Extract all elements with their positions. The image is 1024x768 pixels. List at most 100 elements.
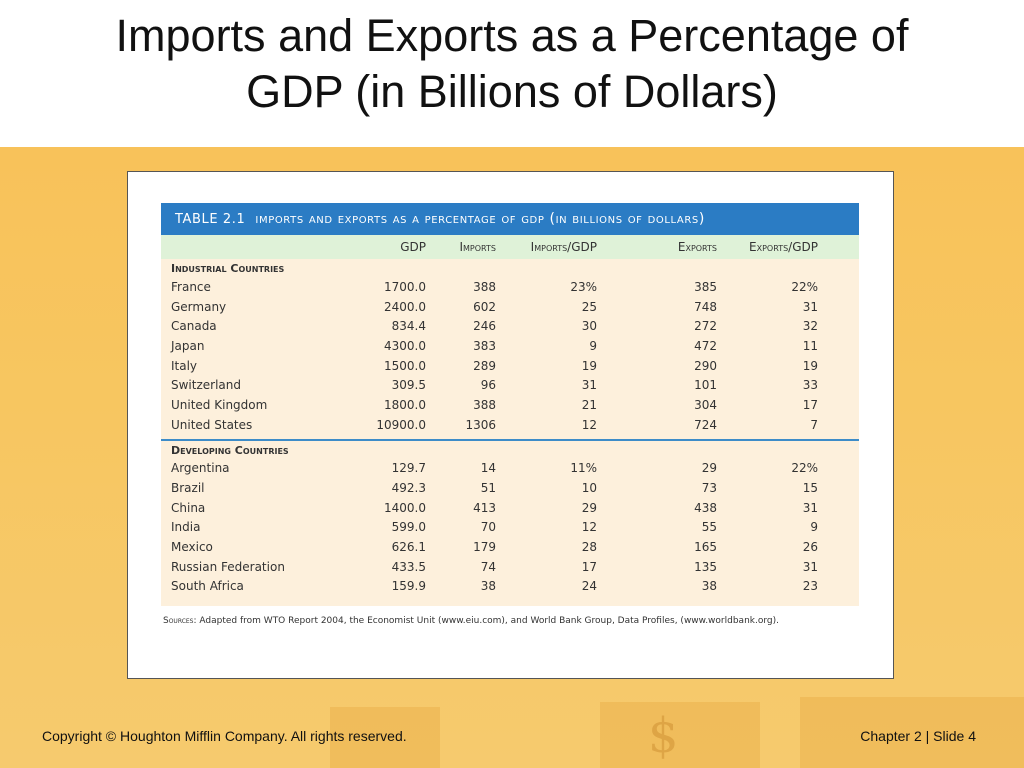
value-cell: 29	[581, 500, 597, 515]
value-cell: 492.3	[391, 481, 426, 496]
value-cell: 55	[701, 520, 717, 535]
column-header-exports-gdp: Exports/GDP	[749, 240, 818, 254]
table-sources: Sources: Adapted from WTO Report 2004, t…	[161, 606, 859, 626]
value-cell: 290	[694, 358, 717, 373]
value-cell: 626.1	[391, 540, 426, 555]
sources-text: Adapted from WTO Report 2004, the Econom…	[199, 616, 779, 627]
country-cell: Switzerland	[171, 378, 241, 393]
value-cell: 31	[802, 299, 818, 314]
country-cell: Brazil	[171, 481, 205, 496]
country-cell: India	[171, 520, 201, 535]
column-header-exports: Exports	[677, 240, 717, 254]
table-row: Japan 4300.0 383 9 472 11	[161, 336, 859, 356]
value-cell: 22%	[791, 461, 818, 476]
table-caption: TABLE 2.1 Imports and Exports as a Percen…	[161, 203, 859, 235]
table-caption-text: Imports and Exports as a Percentage of G…	[255, 211, 705, 227]
section-heading: Industrial Countries	[171, 262, 285, 275]
value-cell: 31	[581, 378, 597, 393]
value-cell: 14	[480, 461, 496, 476]
table-row: Mexico 626.1 179 28 165 26	[161, 537, 859, 557]
value-cell: 179	[473, 540, 496, 555]
value-cell: 385	[694, 279, 717, 294]
value-cell: 74	[480, 559, 496, 574]
value-cell: 23%	[570, 279, 597, 294]
value-cell: 73	[701, 481, 717, 496]
table-frame: TABLE 2.1 Imports and Exports as a Percen…	[127, 171, 894, 679]
country-cell: Russian Federation	[171, 559, 285, 574]
value-cell: 383	[473, 338, 496, 353]
country-cell: China	[171, 500, 206, 515]
value-cell: 33	[802, 378, 818, 393]
table-number: TABLE 2.1	[175, 212, 246, 227]
value-cell: 11	[802, 338, 818, 353]
table-row: Brazil 492.3 51 10 73 15	[161, 478, 859, 498]
value-cell: 129.7	[391, 461, 426, 476]
data-table: TABLE 2.1 Imports and Exports as a Percen…	[161, 203, 859, 626]
table-row: Argentina 129.7 14 11% 29 22%	[161, 459, 859, 479]
value-cell: 19	[802, 358, 818, 373]
value-cell: 10	[581, 481, 597, 496]
column-header-imports: Imports	[459, 240, 496, 254]
value-cell: 272	[694, 319, 717, 334]
value-cell: 24	[581, 579, 597, 594]
value-cell: 4300.0	[384, 338, 426, 353]
table-row: France 1700.0 388 23% 385 22%	[161, 277, 859, 297]
table-row: United Kingdom 1800.0 388 21 304 17	[161, 395, 859, 415]
value-cell: 159.9	[391, 579, 426, 594]
country-cell: Canada	[171, 319, 217, 334]
section-heading: Developing Countries	[171, 443, 289, 457]
value-cell: 1500.0	[384, 358, 426, 373]
value-cell: 433.5	[391, 559, 426, 574]
value-cell: 9	[589, 338, 597, 353]
value-cell: 1800.0	[384, 397, 426, 412]
section-divider	[161, 438, 859, 441]
table-row: Russian Federation 433.5 74 17 135 31	[161, 557, 859, 577]
country-cell: France	[171, 279, 211, 294]
table-row: United States 10900.0 1306 12 724 7	[161, 415, 859, 435]
decor-block	[330, 707, 440, 768]
value-cell: 165	[694, 540, 717, 555]
table-row: Switzerland 309.5 96 31 101 33	[161, 375, 859, 395]
value-cell: 309.5	[391, 378, 426, 393]
value-cell: 28	[581, 540, 597, 555]
value-cell: 388	[473, 279, 496, 294]
country-cell: United States	[171, 417, 253, 432]
value-cell: 25	[581, 299, 597, 314]
table-body: Industrial Countries France 1700.0 388 23% 38…	[161, 259, 859, 607]
value-cell: 1306	[465, 417, 496, 432]
value-cell: 834.4	[391, 319, 426, 334]
value-cell: 724	[694, 417, 717, 432]
value-cell: 12	[581, 417, 597, 432]
value-cell: 30	[581, 319, 597, 334]
table-row: Germany 2400.0 602 25 748 31	[161, 297, 859, 317]
value-cell: 246	[473, 319, 496, 334]
slide-title-line-1: Imports and Exports as a Percentage of	[115, 10, 909, 61]
table-row: China 1400.0 413 29 438 31	[161, 498, 859, 518]
table-row: Canada 834.4 246 30 272 32	[161, 316, 859, 336]
dollar-sign-decor: $	[648, 708, 679, 764]
copyright-footer: Copyright © Houghton Mifflin Company. Al…	[42, 728, 407, 744]
value-cell: 19	[581, 358, 597, 373]
value-cell: 9	[810, 520, 818, 535]
table-row: Italy 1500.0 289 19 290 19	[161, 356, 859, 376]
column-header-gdp: GDP	[400, 240, 426, 254]
value-cell: 17	[802, 397, 818, 412]
table-row: South Africa 159.9 38 24 38 23	[161, 577, 859, 597]
value-cell: 26	[802, 540, 818, 555]
value-cell: 29	[701, 461, 717, 476]
value-cell: 413	[473, 500, 496, 515]
value-cell: 12	[581, 520, 597, 535]
value-cell: 32	[802, 319, 818, 334]
value-cell: 7	[810, 417, 818, 432]
value-cell: 70	[480, 520, 496, 535]
column-header-row: GDP Imports Imports/GDP Exports Exports/…	[161, 235, 859, 259]
table-row: India 599.0 70 12 55 9	[161, 518, 859, 538]
value-cell: 15	[802, 481, 818, 496]
country-cell: South Africa	[171, 579, 244, 594]
slide-number-footer: Chapter 2 | Slide 4	[860, 728, 976, 744]
value-cell: 1700.0	[384, 279, 426, 294]
value-cell: 135	[694, 559, 717, 574]
country-cell: Mexico	[171, 540, 213, 555]
value-cell: 23	[802, 579, 818, 594]
value-cell: 31	[802, 500, 818, 515]
